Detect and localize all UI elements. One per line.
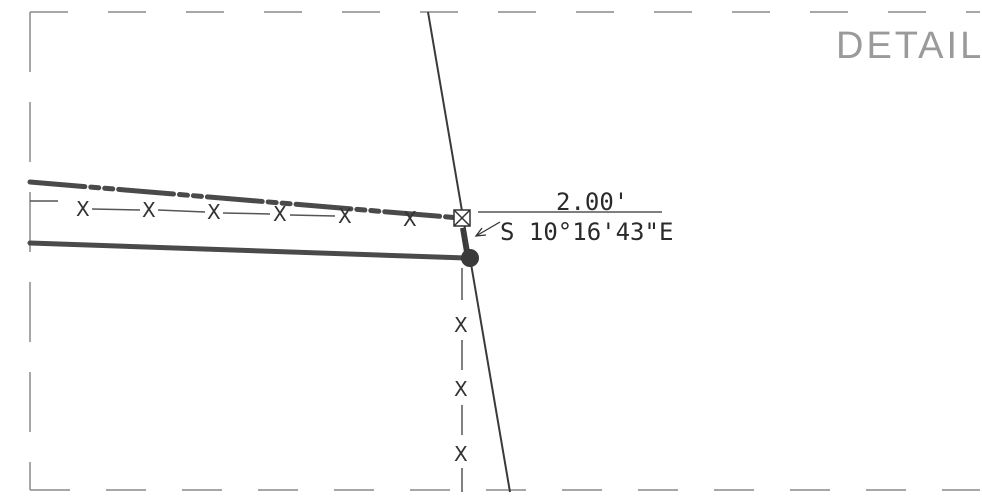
fence-marker: X [403,207,417,231]
callout-bearing: S 10°16'43"E [500,218,673,246]
fence-line-horizontal [91,208,336,217]
upper-boundary-line [27,179,463,221]
fence-marker: X [273,202,287,226]
fence-marker: X [76,197,90,221]
lower-boundary-line [27,240,469,261]
fence-marker: X [338,204,352,228]
detail-boundary-frame [29,11,980,491]
callout-distance: 2.00' [556,188,628,216]
fence-marker: X [454,377,468,401]
tie-connector [460,227,468,253]
fence-marker: X [454,442,468,466]
fence-marker: X [207,200,221,224]
fence-marker: X [142,198,156,222]
callout-leader [474,211,662,237]
fence-marker: X [454,313,468,337]
detail-title: DETAIL [836,25,982,67]
monument-dot [461,249,479,267]
boxed-x-monument [453,209,471,227]
